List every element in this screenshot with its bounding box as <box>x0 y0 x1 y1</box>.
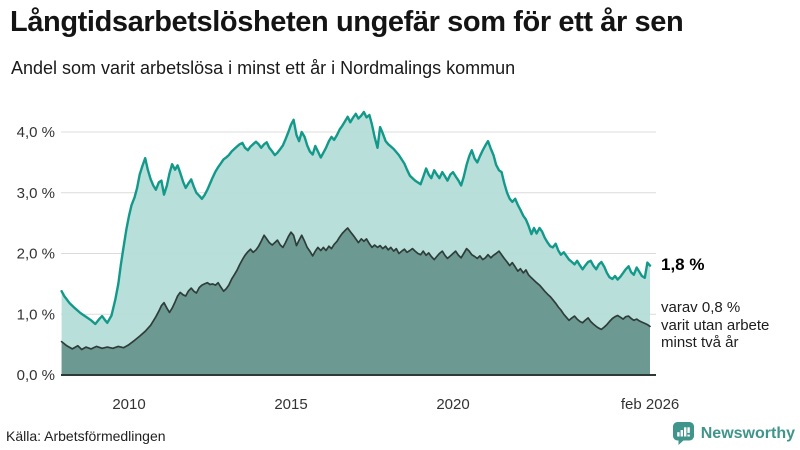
newsworthy-wordmark: Newsworthy <box>700 424 795 442</box>
y-tick-label: 4,0 % <box>17 124 55 141</box>
x-tick-label: feb 2026 <box>621 396 679 413</box>
annotation-line: minst två år <box>661 334 739 351</box>
newsworthy-bubble-chart-icon <box>672 422 694 445</box>
x-tick-label: 2010 <box>112 396 145 413</box>
latest-value-label: 1,8 % <box>661 255 705 274</box>
x-tick-label: 2020 <box>436 396 469 413</box>
y-tick-label: 0,0 % <box>17 367 55 384</box>
annotation-line: varav 0,8 % <box>661 299 741 316</box>
chart-title: Långtidsarbetslösheten ungefär som för e… <box>10 6 684 38</box>
y-tick-label: 1,0 % <box>17 306 55 323</box>
source-credit: Källa: Arbetsförmedlingen <box>6 428 166 444</box>
line-series-1 <box>60 227 651 351</box>
area-fill-series-1 <box>61 228 651 375</box>
chart-subtitle: Andel som varit arbetslösa i minst ett å… <box>11 58 516 78</box>
secondary-annotation: varav 0,8 % varit utan arbete minst två … <box>661 299 769 352</box>
y-tick-label: 2,0 % <box>17 246 55 263</box>
x-tick-label: 2015 <box>274 396 307 413</box>
y-tick-label: 3,0 % <box>17 185 55 202</box>
line-series-0 <box>60 110 652 326</box>
newsworthy-logo: Newsworthy <box>672 421 795 446</box>
annotation-line: varit utan arbete <box>661 316 770 334</box>
